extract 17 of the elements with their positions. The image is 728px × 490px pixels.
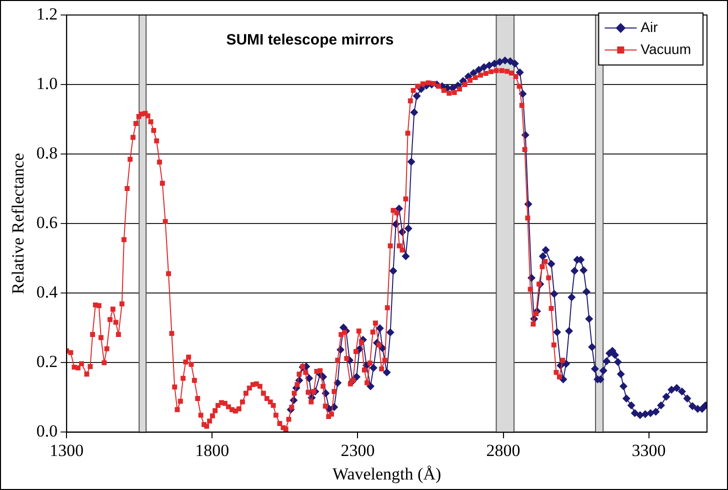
x-tick-label: 1800	[195, 440, 230, 460]
y-tick-label: 1.2	[36, 4, 58, 24]
y-tick-label: 1.0	[36, 74, 58, 93]
y-tick-label: 0.2	[36, 352, 58, 372]
x-tick-label: 3300	[632, 440, 666, 460]
legend-label: Vacuum	[640, 40, 692, 57]
x-tick-label: 2300	[340, 440, 375, 460]
y-tick-label: 0.0	[36, 422, 58, 441]
text: SUMI telescope mirrors	[226, 32, 394, 49]
y-tick-label: 0.6	[36, 213, 58, 232]
x-axis-title: Wavelength (Å)	[332, 464, 442, 484]
y-tick-label: 0.4	[36, 282, 58, 302]
y-axis-title: Relative Reflectance	[8, 153, 28, 294]
x-tick-label: 2800	[486, 440, 520, 460]
x-tick-label: 1300	[50, 440, 84, 460]
y-tick-label: 0.8	[36, 144, 58, 163]
legend-label: Air	[640, 18, 658, 35]
